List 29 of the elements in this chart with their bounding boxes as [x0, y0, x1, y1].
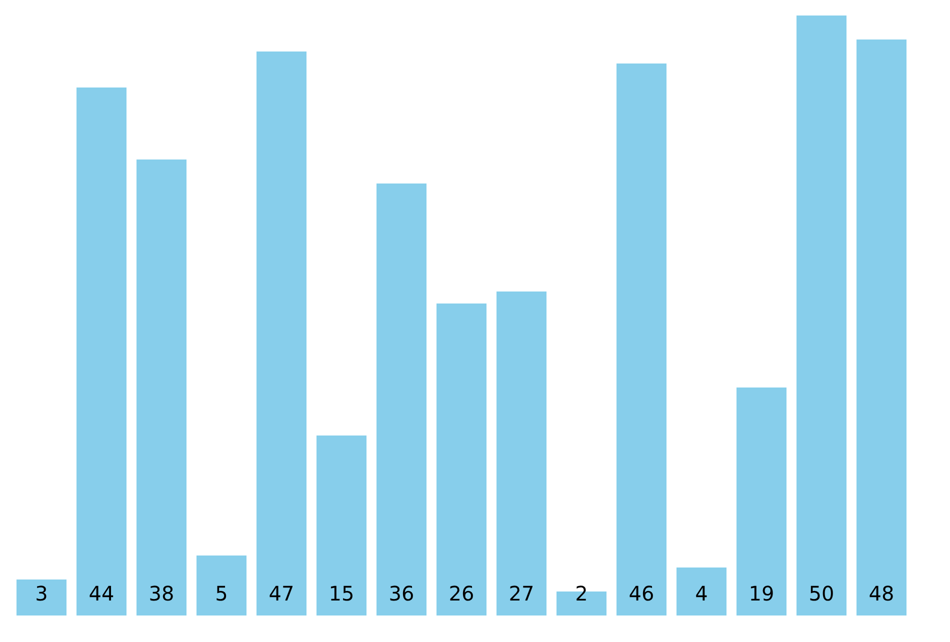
bar: [316, 436, 366, 616]
data-label: 3: [35, 582, 48, 606]
data-label: 47: [268, 582, 294, 606]
data-label: 50: [808, 582, 834, 606]
data-label: 4: [695, 582, 708, 606]
data-label: 38: [148, 582, 174, 606]
data-label: 26: [448, 582, 474, 606]
bar: [16, 580, 66, 616]
data-label: 36: [388, 582, 414, 606]
data-label: 19: [748, 582, 774, 606]
data-label: 46: [628, 582, 654, 606]
data-label: 44: [88, 582, 114, 606]
bar: [856, 40, 906, 616]
bar: [256, 52, 306, 616]
bar: [796, 16, 846, 616]
data-label: 27: [508, 582, 534, 606]
bar: [76, 88, 126, 616]
data-label: 2: [575, 582, 588, 606]
bar: [436, 304, 486, 616]
bar: [196, 556, 246, 616]
bar: [616, 64, 666, 616]
bar: [136, 160, 186, 616]
data-label: 48: [868, 582, 894, 606]
bar: [736, 388, 786, 616]
bar: [376, 184, 426, 616]
data-label: 15: [328, 582, 354, 606]
data-label: 5: [215, 582, 228, 606]
bar: [676, 568, 726, 616]
bar: [496, 292, 546, 616]
